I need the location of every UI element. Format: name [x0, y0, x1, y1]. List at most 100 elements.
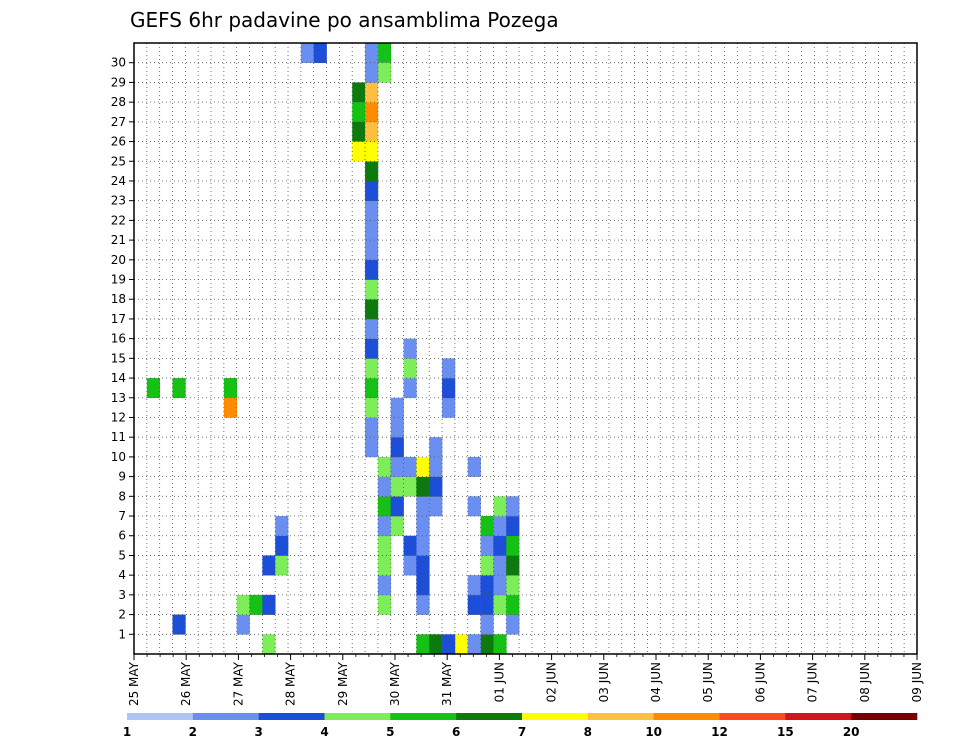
x-tick-label: 08 JUN [858, 662, 872, 702]
heatmap-cell [506, 555, 520, 576]
heatmap-cell [442, 634, 456, 655]
y-tick-label: 2 [118, 608, 126, 622]
heatmap-cell [365, 397, 379, 418]
y-tick-label: 14 [111, 371, 126, 385]
heatmap-cell [506, 535, 520, 556]
heatmap-cell [416, 634, 430, 655]
y-tick-label: 25 [111, 154, 126, 168]
heatmap-cell [442, 397, 456, 418]
y-tick-label: 1 [118, 627, 126, 641]
heatmap-cell [403, 378, 417, 399]
x-tick-label: 25 MAY [127, 661, 141, 706]
heatmap-cell [365, 161, 379, 182]
heatmap-cell [493, 575, 507, 596]
x-tick-label: 06 JUN [753, 662, 767, 702]
y-tick-label: 13 [111, 391, 126, 405]
x-tick-label: 07 JUN [806, 662, 820, 702]
heatmap-cell [223, 397, 237, 418]
heatmap-cell [390, 397, 404, 418]
heatmap-cell [416, 496, 430, 517]
heatmap-cell [365, 378, 379, 399]
heatmap-cell [223, 378, 237, 399]
heatmap-cell [377, 594, 392, 615]
heatmap-cell [365, 102, 379, 123]
heatmap-cell [429, 437, 443, 458]
x-axis-ticks: 25 MAY 26 MAY 27 MAY 28 MAY 29 MAY 30 MAY 31 M… [127, 654, 924, 706]
heatmap-cell [275, 535, 289, 556]
colorbar: 1 2 3 4 5 6 7 8 10 12 15 20 [123, 713, 918, 739]
heatmap-cell [377, 516, 392, 537]
heatmap-cell [416, 594, 430, 615]
heatmap-cell [365, 279, 379, 300]
y-tick-label: 17 [111, 312, 126, 326]
heatmap-cell [493, 634, 507, 655]
heatmap-cell [480, 555, 494, 576]
heatmap-cell [365, 180, 379, 201]
heatmap-cell [493, 516, 507, 537]
colorbar-segment [192, 713, 259, 720]
heatmap-cell [416, 456, 430, 477]
y-tick-label: 11 [111, 430, 126, 444]
heatmap-cell [506, 575, 520, 596]
plot-frame [133, 42, 918, 655]
y-tick-label: 9 [118, 470, 126, 484]
y-tick-label: 23 [111, 194, 126, 208]
heatmap-cell [365, 417, 379, 438]
colorbar-segment [587, 713, 654, 720]
heatmap-cell [390, 417, 404, 438]
colorbar-segment [851, 713, 918, 720]
x-tick-label: 05 JUN [701, 662, 715, 702]
heatmap-cell [352, 82, 366, 103]
colorbar-segment [522, 713, 589, 720]
heatmap-cell [429, 496, 443, 517]
heatmap-cells [146, 43, 520, 655]
heatmap-cell [403, 535, 417, 556]
x-tick-label: 29 MAY [336, 661, 350, 706]
heatmap-cell [493, 535, 507, 556]
heatmap-cell [416, 535, 430, 556]
y-tick-label: 18 [111, 292, 126, 306]
heatmap-cell [480, 535, 494, 556]
x-tick-label: 02 JUN [545, 662, 559, 702]
y-tick-label: 30 [111, 56, 126, 70]
heatmap-cell [352, 102, 366, 123]
heatmap-cell [365, 43, 379, 64]
y-tick-label: 15 [111, 351, 126, 365]
heatmap-cell [365, 240, 379, 261]
y-tick-label: 7 [118, 509, 126, 523]
heatmap-cell [403, 338, 417, 359]
heatmap-cell [249, 594, 263, 615]
heatmap-cell [365, 299, 379, 320]
y-tick-label: 29 [111, 75, 126, 89]
dotted-grid [134, 43, 917, 654]
heatmap-cell [236, 594, 250, 615]
heatmap-cell [390, 437, 404, 458]
x-tick-label: 27 MAY [231, 661, 245, 706]
y-tick-label: 4 [118, 568, 126, 582]
colorbar-label: 20 [843, 725, 860, 739]
heatmap-cell [403, 358, 417, 379]
heatmap-cell [172, 614, 186, 635]
heatmap-cell [429, 476, 443, 497]
colorbar-label: 3 [254, 725, 262, 739]
heatmap-cell [377, 456, 392, 477]
heatmap-cell [352, 121, 366, 142]
heatmap-cell [262, 634, 276, 655]
x-tick-label: 30 MAY [388, 661, 402, 706]
heatmap-cell [146, 378, 160, 399]
colorbar-label: 15 [777, 725, 794, 739]
colorbar-label: 5 [386, 725, 394, 739]
y-tick-label: 19 [111, 273, 126, 287]
colorbar-segment [258, 713, 325, 720]
x-tick-label: 26 MAY [179, 661, 193, 706]
heatmap-cell [365, 121, 379, 142]
heatmap-cell [480, 594, 494, 615]
heatmap-cell [390, 456, 404, 477]
y-tick-label: 20 [111, 253, 126, 267]
heatmap-cell [480, 516, 494, 537]
heatmap-cell [313, 43, 327, 64]
heatmap-cell [493, 555, 507, 576]
y-tick-label: 22 [111, 213, 126, 227]
heatmap-cell [377, 476, 392, 497]
